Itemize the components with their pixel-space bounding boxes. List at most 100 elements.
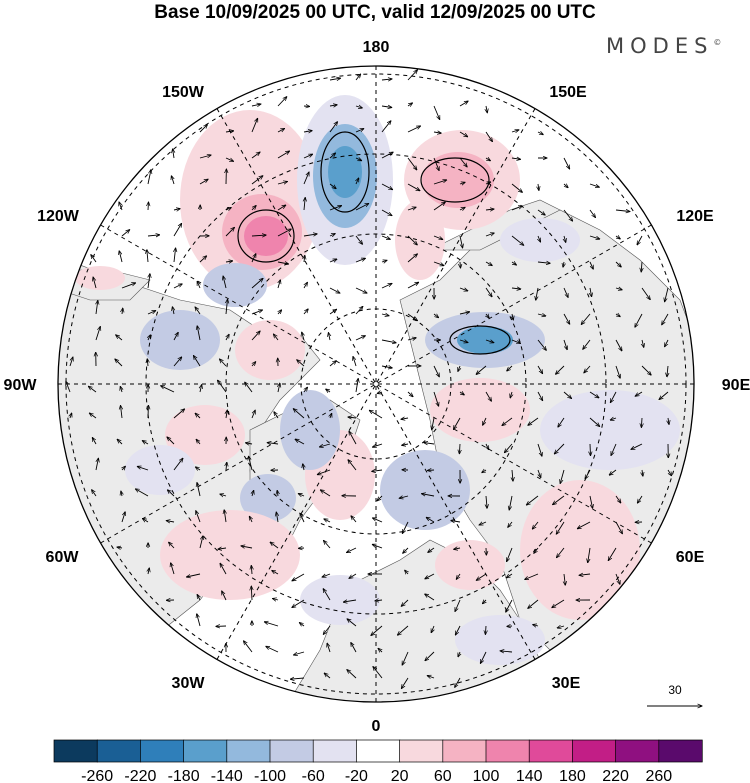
wind-arrow <box>372 470 383 471</box>
wind-arrow <box>319 443 331 447</box>
wind-arrow <box>355 235 363 244</box>
wind-arrow <box>563 339 567 350</box>
colorbar-tick-label: 20 <box>391 768 409 783</box>
wind-arrow <box>459 182 465 184</box>
wind-arrow <box>173 332 178 341</box>
wind-arrow <box>635 391 643 396</box>
wind-arrow <box>537 314 546 316</box>
wind-arrow <box>276 512 278 523</box>
wind-arrow <box>277 205 286 211</box>
wind-arrow <box>381 209 392 216</box>
wind-arrow <box>615 314 620 317</box>
wind-arrow <box>511 339 521 343</box>
wind-arrow <box>509 495 513 510</box>
wind-arrow <box>329 259 337 262</box>
wind-arrow <box>196 511 201 523</box>
wind-arrow <box>504 443 513 453</box>
wind-arrow <box>278 383 280 393</box>
wind-arrow <box>615 288 622 290</box>
wind-arrow <box>402 651 409 665</box>
wind-arrow <box>355 287 367 293</box>
wind-arrow <box>459 131 468 137</box>
wind-arrow <box>407 103 413 106</box>
wind-arrow <box>486 443 489 450</box>
wind-arrow <box>377 495 383 501</box>
wind-arrow <box>294 651 305 655</box>
modes-logo: MODES© <box>606 34 721 58</box>
wind-arrow <box>485 287 492 297</box>
anomaly-negative <box>300 575 380 625</box>
wind-arrow <box>249 516 252 523</box>
wind-arrow <box>615 521 622 534</box>
wind-arrow <box>407 235 417 245</box>
wind-arrow <box>329 105 337 106</box>
wind-arrow <box>304 387 308 393</box>
wind-arrow <box>69 357 73 367</box>
wind-arrow <box>251 176 263 185</box>
anomaly-negative <box>125 445 195 495</box>
wind-arrow <box>302 332 304 341</box>
wind-arrow <box>579 574 591 575</box>
wind-arrow <box>161 386 175 393</box>
wind-arrow <box>556 365 565 374</box>
wind-arrow <box>293 409 305 419</box>
wind-arrow <box>252 362 256 367</box>
colorbar-tick-label: -180 <box>168 768 200 783</box>
anomaly-positive <box>165 405 245 465</box>
anomaly-negative <box>140 310 220 370</box>
wind-arrow <box>459 443 460 454</box>
wind-arrow <box>297 360 305 367</box>
wind-arrow <box>401 418 409 419</box>
wind-arrow <box>303 172 309 185</box>
wind-arrow <box>507 547 513 562</box>
wind-arrow <box>323 625 331 634</box>
anomaly-negative <box>380 450 470 530</box>
wind-arrow <box>454 417 461 429</box>
wind-arrow <box>511 235 524 245</box>
anomaly-negative <box>540 390 680 470</box>
wind-arrow <box>147 170 151 185</box>
wind-arrow <box>534 547 539 553</box>
wind-arrow <box>537 209 545 215</box>
wind-arrow <box>512 469 513 481</box>
wind-arrow <box>220 494 227 496</box>
wind-arrow <box>637 235 643 245</box>
wind-arrow <box>195 467 201 470</box>
wind-arrow <box>143 519 149 523</box>
wind-arrow <box>322 573 331 577</box>
colorbar-tick-label: -140 <box>211 768 243 783</box>
wind-arrow <box>557 547 565 558</box>
wind-arrow <box>459 392 464 395</box>
wind-arrow <box>324 541 331 549</box>
wind-arrow <box>277 151 290 159</box>
wind-arrow <box>459 288 468 291</box>
wind-arrow <box>615 339 622 351</box>
wind-arrow <box>278 310 282 315</box>
wind-arrow <box>274 334 279 341</box>
wind-arrow <box>641 417 642 427</box>
anomaly-negative <box>240 474 296 522</box>
wind-arrow <box>659 391 669 400</box>
wind-arrow <box>637 495 643 503</box>
wind-arrow <box>589 261 593 269</box>
wind-arrow <box>199 155 211 159</box>
wind-arrow <box>351 643 357 653</box>
wind-arrow <box>485 340 494 343</box>
wind-arrow <box>121 283 136 289</box>
colorbar-tick-label: -260 <box>81 768 113 783</box>
wind-arrow <box>226 462 227 471</box>
colorbar-swatch <box>485 739 530 763</box>
wind-arrow <box>372 544 383 549</box>
wind-arrow <box>589 391 599 398</box>
wind-arrow <box>507 365 513 371</box>
colorbar-swatch <box>442 739 487 763</box>
colorbar-swatch <box>140 739 185 763</box>
wind-arrow <box>147 311 156 315</box>
wind-arrow <box>563 261 564 267</box>
wind-arrow <box>300 514 305 523</box>
wind-arrow <box>323 589 331 601</box>
wind-arrow <box>459 157 467 167</box>
anticyclone-loop <box>420 157 490 203</box>
wind-arrow <box>589 183 599 187</box>
wind-arrow <box>348 417 357 418</box>
